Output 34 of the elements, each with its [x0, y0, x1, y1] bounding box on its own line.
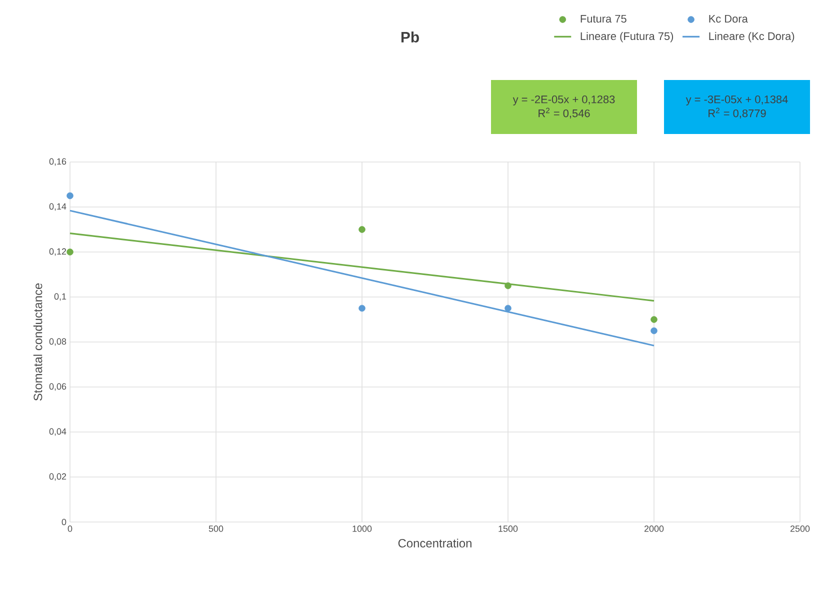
y-tick-label: 0,16	[49, 158, 66, 166]
x-tick-label: 1500	[498, 526, 518, 532]
point	[650, 316, 658, 323]
text: R$^{2}$ = 0,8779	[708, 108, 766, 118]
x-tick-label: 2000	[644, 526, 664, 532]
y-tick-label: 0,04	[49, 428, 66, 436]
point	[66, 248, 74, 256]
x-axis-title: Concentration	[398, 538, 472, 548]
y-tick-label: 0,08	[49, 338, 66, 346]
x-tick-label: 500	[208, 526, 224, 532]
x-tick-label: 0	[68, 526, 72, 532]
point	[504, 304, 512, 312]
chart-title: Pb	[401, 32, 419, 42]
y-tick-label: 0,1	[54, 293, 66, 301]
text: y = -3E-05x + 0,1384	[686, 96, 788, 106]
point	[358, 226, 366, 233]
point	[358, 304, 366, 312]
text: y = -2E-05x + 0,1283	[512, 96, 615, 106]
legend-label: Kc Dora	[709, 14, 748, 23]
y-tick-label: 0,12	[49, 248, 66, 256]
point	[650, 327, 658, 334]
y-tick-label: 0,14	[49, 203, 66, 211]
x-tick-label: 1000	[352, 526, 372, 532]
text: R$^{2}$ = 0,546	[538, 108, 590, 118]
y-tick-label: 0	[62, 518, 66, 526]
y-tick-label: 0,02	[49, 473, 66, 481]
x-tick-label: 2500	[790, 526, 810, 532]
legend-label: Lineare (Kc Dora)	[709, 32, 794, 42]
point	[66, 192, 74, 200]
y-tick-label: 0,06	[49, 383, 66, 391]
point	[504, 282, 512, 290]
y-axis-title: Stomatal conductance	[33, 283, 42, 401]
legend-label: Futura 75	[580, 14, 626, 23]
legend-label: Lineare (Futura 75)	[580, 32, 674, 42]
